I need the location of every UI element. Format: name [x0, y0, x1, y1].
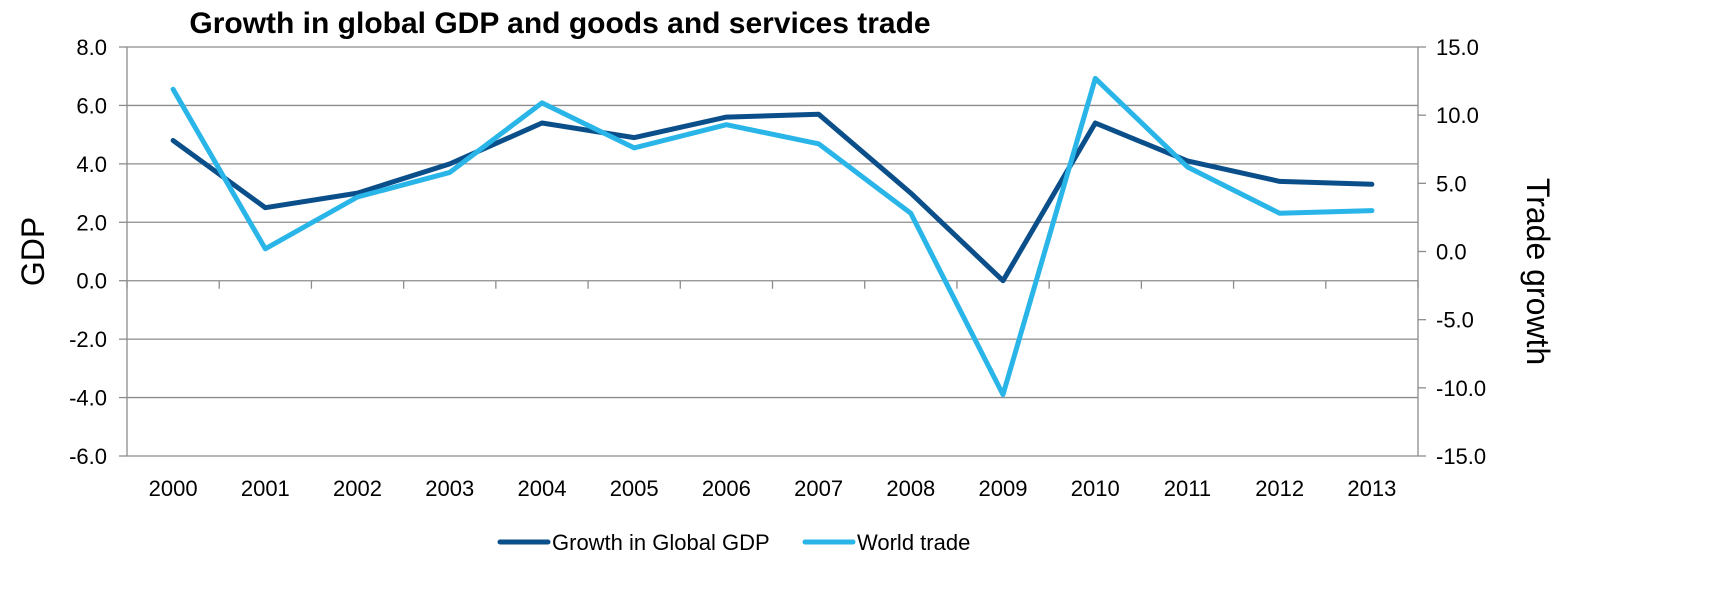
left-tick-label: 2.0	[76, 210, 107, 235]
legend-label: World trade	[857, 530, 970, 555]
x-tick-label: 2003	[425, 476, 474, 501]
left-tick-label: -2.0	[69, 327, 107, 352]
x-tick-label: 2000	[149, 476, 198, 501]
x-tick-label: 2004	[517, 476, 566, 501]
x-tick-label: 2012	[1255, 476, 1304, 501]
y-axis-title: GDP	[15, 217, 51, 286]
legend-label: Growth in Global GDP	[552, 530, 770, 555]
x-tick-label: 2010	[1071, 476, 1120, 501]
left-tick-label: 0.0	[76, 269, 107, 294]
axes	[126, 47, 1419, 456]
x-tick-label: 2009	[979, 476, 1028, 501]
x-tick-label: 2013	[1347, 476, 1396, 501]
x-tick-label: 2001	[241, 476, 290, 501]
x-tick-label: 2007	[794, 476, 843, 501]
left-tick-label: 8.0	[76, 35, 107, 60]
left-tick-label: 6.0	[76, 93, 107, 118]
chart-title: Growth in global GDP and goods and servi…	[189, 7, 930, 40]
left-tick-label: 4.0	[76, 152, 107, 177]
right-tick-label: -10.0	[1436, 376, 1486, 401]
series-line-2	[170, 75, 1375, 398]
x-axis-ticks: 2000 2001 2002 2003 2004 2005 2006 2007 2008 2009…	[149, 476, 1397, 501]
left-tick-label: -4.0	[69, 386, 107, 411]
right-tick-label: -5.0	[1436, 308, 1474, 333]
x-tick-label: 2002	[333, 476, 382, 501]
grid-lines	[127, 46, 1418, 457]
right-tick-label: 15.0	[1436, 35, 1479, 60]
y2-axis-title: Trade growth	[1520, 178, 1556, 365]
x-tick-label: 2006	[702, 476, 751, 501]
right-tick-label: 10.0	[1436, 103, 1479, 128]
left-axis-ticks: 8.0 6.0 4.0 2.0 0.0 -2.0 -4.0 -6.0	[69, 35, 127, 469]
right-tick-label: 0.0	[1436, 240, 1467, 265]
legend: Growth in Global GDP World trade	[497, 530, 970, 555]
x-tick-label: 2008	[886, 476, 935, 501]
right-axis-ticks: 15.0 10.0 5.0 0.0 -5.0 -10.0 -15.0	[1418, 35, 1486, 469]
series-lines	[170, 75, 1375, 398]
right-tick-label: -15.0	[1436, 444, 1486, 469]
x-tick-label: 2011	[1164, 476, 1211, 501]
right-tick-label: 5.0	[1436, 171, 1467, 196]
left-tick-label: -6.0	[69, 444, 107, 469]
x-tick-label: 2005	[610, 476, 659, 501]
